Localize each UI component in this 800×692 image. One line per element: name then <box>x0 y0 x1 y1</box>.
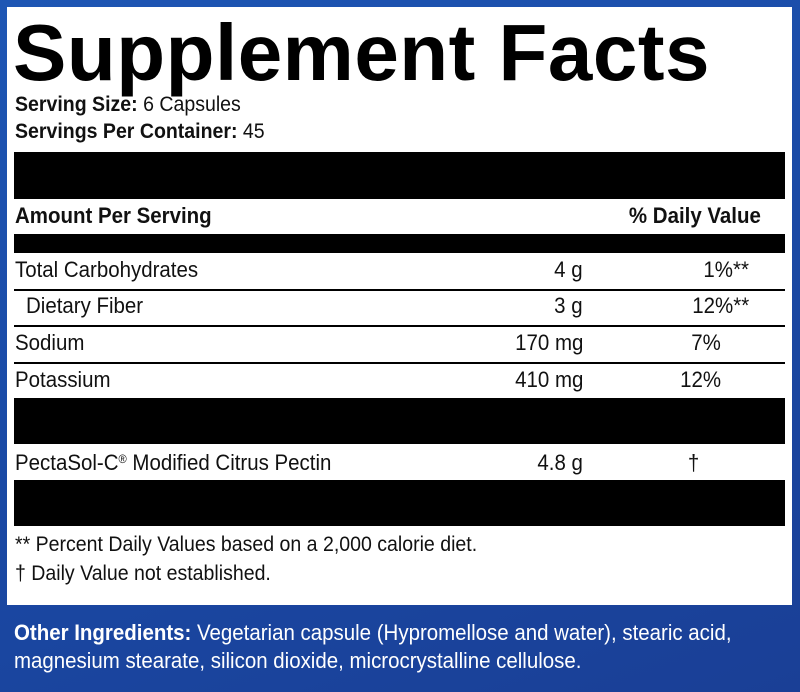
servings-per-container-label: Servings Per Container: <box>15 120 238 143</box>
nutrient-name: Potassium <box>15 367 111 392</box>
servings-per-container: Servings Per Container: 45 <box>15 120 265 144</box>
other-ingredients-text: Vegetarian capsule (Hypromellose and wat… <box>14 620 732 673</box>
nutrient-amount: 410 mg <box>514 367 583 392</box>
nutrient-daily-value: 7% <box>691 330 721 355</box>
panel-title: Supplement Facts <box>13 8 711 97</box>
nutrient-daily-value: 12% <box>680 367 721 392</box>
row-divider <box>14 362 785 364</box>
pectin-row: PectaSol-C® Modified Citrus Pectin 4.8 g… <box>14 450 785 478</box>
nutrient-amount: 4 g <box>554 257 583 282</box>
daily-value-header: % Daily Value <box>629 203 761 228</box>
nutrient-amount: 3 g <box>554 293 583 318</box>
thick-divider-bar <box>14 152 785 199</box>
footnote-percent-dv: ** Percent Daily Values based on a 2,000… <box>15 533 478 556</box>
servings-per-container-value: 45 <box>242 120 265 143</box>
nutrient-row: Potassium 410 mg 12% <box>14 367 785 395</box>
nutrient-row: Dietary Fiber 3 g 12%** <box>14 293 785 321</box>
nutrient-amount: 170 mg <box>514 330 583 355</box>
footnote-not-established: † Daily Value not established. <box>15 562 271 585</box>
other-ingredients: Other Ingredients: Vegetarian capsule (H… <box>14 619 758 675</box>
medium-divider-bar <box>14 234 785 253</box>
thick-divider-bar <box>14 398 785 444</box>
pectin-daily-value: † <box>687 450 699 475</box>
nutrient-daily-value: 12%** <box>692 293 749 318</box>
row-divider <box>14 325 785 327</box>
thick-divider-bar <box>14 480 785 526</box>
row-divider <box>14 289 785 291</box>
nutrient-name: Total Carbohydrates <box>15 257 199 282</box>
pectin-amount: 4.8 g <box>537 450 583 475</box>
pectin-brand: PectaSol-C <box>15 450 119 475</box>
other-ingredients-label: Other Ingredients: <box>14 620 192 645</box>
pectin-name: PectaSol-C® Modified Citrus Pectin <box>15 450 331 476</box>
pectin-name-rest: Modified Citrus Pectin <box>126 450 332 475</box>
nutrient-name: Sodium <box>15 330 85 355</box>
registered-mark: ® <box>118 452 127 466</box>
header-row: Amount Per Serving % Daily Value <box>14 203 785 231</box>
serving-size: Serving Size: 6 Capsules <box>15 93 241 117</box>
supplement-facts-panel: Supplement Facts Serving Size: 6 Capsule… <box>7 7 792 605</box>
nutrient-row: Sodium 170 mg 7% <box>14 330 785 358</box>
serving-size-label: Serving Size: <box>15 93 138 116</box>
amount-per-serving-header: Amount Per Serving <box>15 203 212 228</box>
nutrient-row: Total Carbohydrates 4 g 1%** <box>14 257 785 285</box>
nutrient-daily-value: 1%** <box>703 257 749 282</box>
nutrient-name: Dietary Fiber <box>26 293 144 318</box>
serving-size-value: 6 Capsules <box>143 93 241 116</box>
